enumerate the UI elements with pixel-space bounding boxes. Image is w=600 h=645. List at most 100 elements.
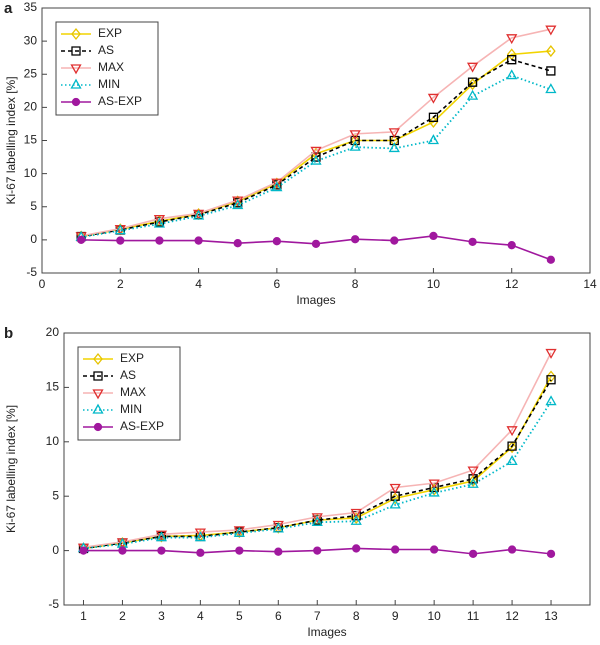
marker <box>388 142 400 153</box>
y-tick-label: 0 <box>52 543 59 557</box>
x-tick-label: 14 <box>583 277 597 291</box>
legend-marker <box>70 64 82 75</box>
x-axis-label: Images <box>307 625 346 639</box>
marker <box>233 239 242 248</box>
x-tick-label: 6 <box>274 277 281 291</box>
marker <box>468 237 477 247</box>
legend-marker <box>92 389 104 400</box>
y-tick-label: 15 <box>46 380 60 394</box>
marker <box>350 235 360 244</box>
marker <box>79 546 88 555</box>
legend-label: AS-EXP <box>98 94 142 108</box>
marker <box>232 199 244 210</box>
marker <box>427 134 440 145</box>
marker <box>467 466 479 477</box>
marker <box>311 513 323 524</box>
marker <box>272 520 284 531</box>
legend-label: EXP <box>98 26 122 40</box>
marker <box>350 134 360 147</box>
marker <box>546 66 556 76</box>
y-tick-label: 15 <box>24 133 38 147</box>
marker <box>546 255 556 264</box>
marker <box>349 140 361 151</box>
marker <box>232 196 244 207</box>
marker <box>155 236 164 245</box>
marker <box>391 545 400 554</box>
marker <box>389 135 399 146</box>
x-tick-label: 12 <box>505 277 519 291</box>
series <box>79 544 556 559</box>
panel-label: a <box>4 0 13 17</box>
marker <box>545 395 557 406</box>
marker <box>155 531 168 542</box>
x-tick-label: 2 <box>119 609 126 623</box>
y-tick-label: 20 <box>24 100 38 114</box>
marker <box>390 491 400 501</box>
marker <box>349 130 361 141</box>
line <box>83 379 552 550</box>
marker <box>153 217 166 228</box>
legend-marker <box>70 78 82 89</box>
marker <box>506 34 518 45</box>
y-tick-label: 5 <box>30 199 37 213</box>
marker <box>272 522 284 533</box>
marker <box>311 515 323 526</box>
y-tick-label: 35 <box>24 0 38 14</box>
x-tick-label: 10 <box>427 609 441 623</box>
marker <box>194 236 203 245</box>
marker <box>351 511 362 525</box>
marker <box>507 545 517 554</box>
marker <box>546 549 556 559</box>
marker <box>389 498 401 509</box>
x-tick-label: 10 <box>427 277 441 291</box>
y-tick-label: 25 <box>24 66 38 80</box>
y-axis-label: Ki-67 labelling index [%] <box>4 405 18 533</box>
legend-label: MIN <box>98 77 120 91</box>
x-tick-label: 1 <box>80 609 87 623</box>
y-tick-label: 5 <box>52 488 59 502</box>
legend-label: MAX <box>120 385 146 399</box>
legend-marker <box>71 46 81 56</box>
y-tick-label: 30 <box>24 33 38 47</box>
marker <box>468 474 478 484</box>
marker <box>389 483 401 494</box>
marker <box>194 531 206 542</box>
line <box>81 58 552 238</box>
y-tick-label: -5 <box>26 265 37 279</box>
marker <box>310 146 322 157</box>
marker <box>507 441 517 451</box>
x-tick-label: 3 <box>158 609 165 623</box>
marker <box>116 236 125 245</box>
x-tick-label: 12 <box>505 609 519 623</box>
marker <box>506 426 518 437</box>
series <box>75 69 557 241</box>
y-tick-label: 10 <box>46 434 60 448</box>
marker <box>428 112 439 122</box>
marker <box>153 215 166 226</box>
marker <box>76 235 86 245</box>
marker <box>272 237 282 246</box>
marker <box>313 546 322 555</box>
marker <box>466 89 479 100</box>
marker <box>194 528 206 539</box>
marker <box>545 348 557 359</box>
x-tick-label: 7 <box>314 609 321 623</box>
marker <box>428 115 439 128</box>
legend-label: MAX <box>98 60 124 74</box>
x-tick-label: 6 <box>275 609 282 623</box>
marker <box>427 93 440 104</box>
marker <box>192 209 205 220</box>
marker <box>273 521 284 534</box>
marker <box>507 441 517 454</box>
marker <box>466 62 479 73</box>
marker <box>507 241 516 250</box>
y-axis-label: Ki-67 labelling index [%] <box>4 76 18 204</box>
marker <box>467 477 479 488</box>
marker <box>545 25 557 36</box>
series <box>76 231 556 264</box>
legend-label: AS-EXP <box>120 419 164 433</box>
marker <box>507 55 517 65</box>
marker <box>467 77 478 87</box>
marker <box>545 83 557 94</box>
